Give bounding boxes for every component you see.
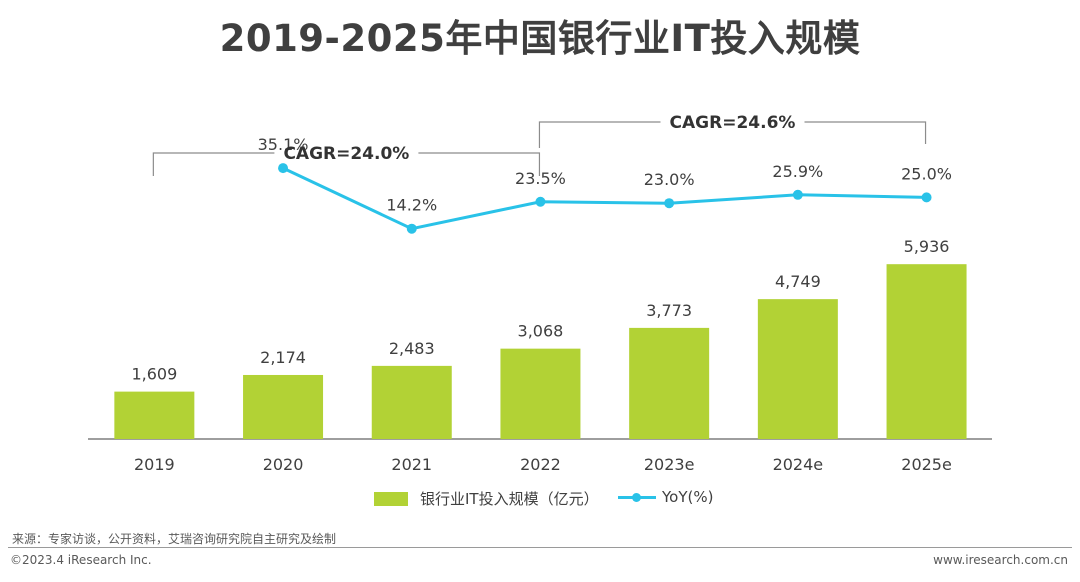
x-tick-label: 2022 [520, 455, 561, 474]
bar-value-label: 3,773 [646, 301, 692, 320]
bar-value-label: 1,609 [131, 365, 177, 384]
legend-line-swatch [618, 490, 656, 504]
website-link[interactable]: www.iresearch.com.cn [933, 553, 1068, 567]
legend-bar-label: 银行业IT投入规模（亿元） [420, 490, 599, 508]
yoy-value-label: 25.0% [901, 164, 952, 183]
cagr-bracket-2-right [804, 121, 927, 144]
x-tick-label: 2024e [773, 455, 824, 474]
yoy-value-label: 23.5% [515, 169, 566, 188]
bar [886, 264, 967, 439]
yoy-point [664, 198, 675, 209]
footer-divider [8, 547, 1072, 548]
yoy-value-label: 35.1% [258, 135, 309, 154]
bar [371, 365, 452, 439]
cagr-bracket-1-left [152, 152, 275, 176]
yoy-line [282, 166, 927, 231]
copyright: ©2023.4 iResearch Inc. [10, 553, 152, 567]
yoy-point [535, 196, 546, 207]
bar-value-label: 4,749 [775, 272, 821, 291]
bar [757, 299, 838, 439]
legend-item-line: YoY(%) [618, 488, 713, 506]
yoy-point [406, 223, 417, 234]
source-note: 来源：专家访谈，公开资料，艾瑞咨询研究院自主研究及绘制 [12, 532, 337, 546]
cagr-bracket-1-label: CAGR=24.0% [283, 144, 409, 164]
bar [500, 348, 581, 439]
cagr-bracket-2-left [538, 121, 661, 148]
legend-bar-swatch [374, 491, 408, 506]
legend: 银行业IT投入规模（亿元） YoY(%) [0, 488, 1080, 516]
legend-item-bar: 银行业IT投入规模（亿元） [374, 488, 599, 509]
bar-value-label: 2,483 [389, 339, 435, 358]
yoy-point [921, 192, 932, 203]
x-tick-label: 2025e [901, 455, 952, 474]
x-tick-label: 2019 [134, 455, 175, 474]
bar [114, 391, 195, 439]
yoy-value-label: 23.0% [644, 170, 695, 189]
yoy-point [278, 163, 289, 174]
bar [243, 374, 324, 439]
yoy-value-label: 25.9% [772, 162, 823, 181]
bar-value-label: 3,068 [518, 322, 564, 341]
bar-value-label: 5,936 [904, 237, 950, 256]
x-tick-label: 2023e [644, 455, 695, 474]
cagr-bracket-2-label: CAGR=24.6% [670, 113, 796, 133]
yoy-point [792, 189, 803, 200]
x-tick-label: 2021 [391, 455, 432, 474]
legend-line-label: YoY(%) [662, 488, 714, 506]
chart-title: 2019-2025年中国银行业IT投入规模 [219, 17, 861, 60]
bar-value-label: 2,174 [260, 348, 306, 367]
bar [629, 327, 710, 439]
cagr-bracket-1-right [418, 152, 541, 176]
yoy-value-label: 14.2% [386, 196, 437, 215]
x-tick-label: 2020 [263, 455, 304, 474]
